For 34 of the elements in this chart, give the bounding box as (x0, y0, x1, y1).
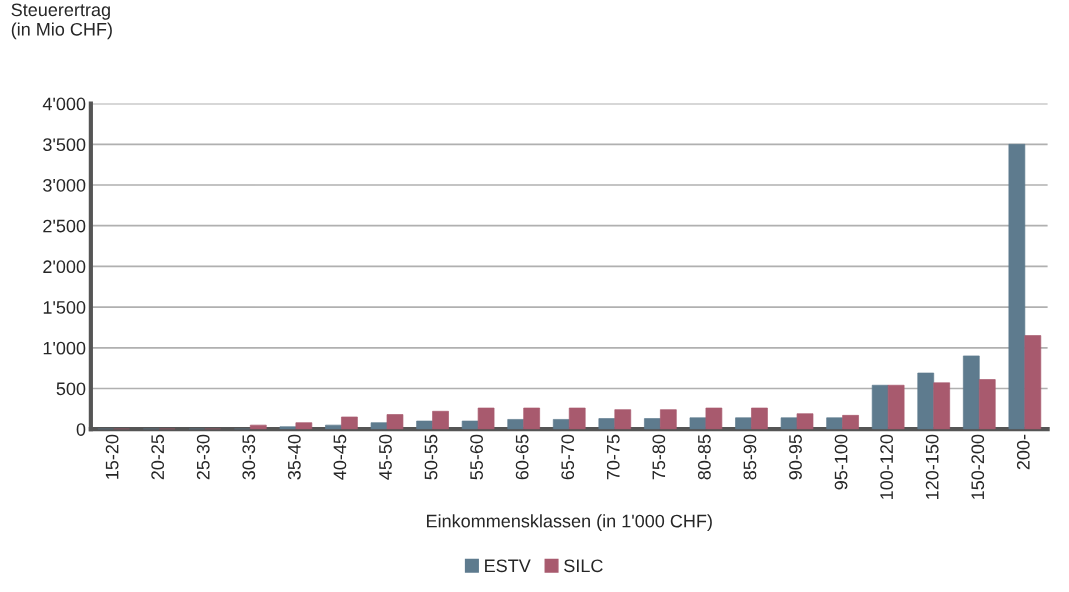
x-tick-label: 50-55 (424, 434, 438, 480)
y-tick-label: 500 (56, 382, 86, 396)
legend-label: ESTV (485, 559, 531, 573)
y-tick-label: 3'000 (43, 178, 86, 192)
x-tick-label: 25-30 (196, 434, 210, 480)
y-tick-label: 2'000 (43, 260, 86, 274)
y-tick-label: 2'500 (43, 219, 86, 233)
x-tick-label: 95-100 (834, 434, 848, 490)
x-tick-label: 60-65 (515, 434, 529, 480)
x-tick-label: 45-50 (379, 434, 392, 480)
x-tick-label: 55-60 (470, 434, 483, 480)
x-tick-label: 80-85 (697, 434, 711, 480)
x-tick-label: 20-25 (151, 434, 165, 480)
x-tick-label: 150-200 (971, 434, 985, 499)
legend-label: SILC (564, 559, 603, 573)
y-tick-label: 1'500 (43, 301, 86, 314)
x-tick-label: 85-90 (743, 434, 757, 480)
x-tick-label: 120-150 (925, 434, 939, 499)
y-tick-label: 3'500 (43, 138, 86, 152)
x-axis-title: Einkommensklassen (in 1'000 CHF) (427, 514, 712, 532)
y-tick-label: 4'000 (42, 97, 86, 111)
x-tick-label: 70-75 (606, 434, 620, 480)
y-tick-label: 1'000 (43, 341, 86, 355)
x-tick-label: 100-120 (880, 434, 894, 499)
x-tick-label: 200- (1016, 434, 1030, 470)
x-tick-label: 75-80 (652, 434, 666, 480)
y-tick-label: 0 (76, 423, 86, 436)
x-tick-label: 40-45 (333, 434, 347, 480)
x-tick-label: 90-95 (789, 434, 802, 480)
x-tick-label: 35-40 (287, 434, 301, 480)
x-tick-label: 15-20 (105, 434, 119, 479)
x-tick-label: 30-35 (242, 434, 256, 480)
x-tick-label: 65-70 (561, 434, 575, 480)
y-axis-title: Steuerertrag (in Mio CHF) (11, 3, 112, 40)
